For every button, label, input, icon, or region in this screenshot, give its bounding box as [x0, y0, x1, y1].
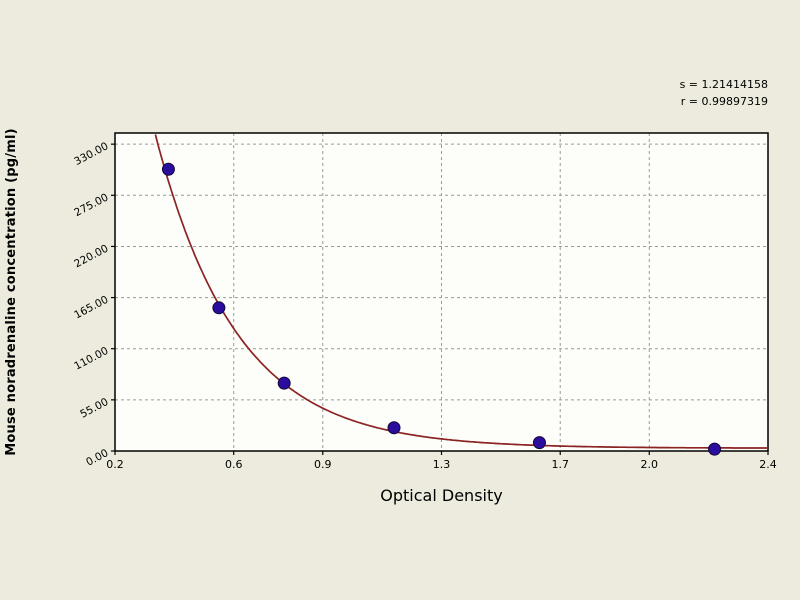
y-tick-label: 275.00 — [72, 191, 110, 219]
x-tick-label: 2.0 — [641, 458, 659, 471]
x-tick-label: 0.9 — [314, 458, 332, 471]
data-point — [212, 301, 226, 315]
data-point — [532, 436, 546, 450]
y-tick-label: 110.00 — [72, 345, 110, 373]
fit-statistics: s = 1.21414158 r = 0.99897319 — [600, 76, 768, 110]
x-axis-title: Optical Density — [380, 486, 503, 505]
data-point — [277, 376, 291, 390]
x-tick-label: 2.4 — [759, 458, 777, 471]
data-point — [161, 162, 175, 176]
data-point — [708, 442, 722, 456]
stat-r-value: r = 0.99897319 — [680, 95, 768, 108]
stat-s-value: s = 1.21414158 — [679, 78, 768, 91]
standard-curve-line — [154, 134, 768, 449]
y-tick-label: 55.00 — [78, 396, 110, 421]
y-tick-label: 220.00 — [72, 242, 110, 270]
data-point — [387, 421, 401, 435]
x-tick-label: 1.7 — [551, 458, 569, 471]
x-tick-label: 1.3 — [433, 458, 451, 471]
y-tick-label: 330.00 — [72, 140, 110, 168]
y-tick-label: 165.00 — [72, 294, 110, 322]
x-tick-label: 0.2 — [106, 458, 124, 471]
x-tick-label: 0.6 — [225, 458, 243, 471]
